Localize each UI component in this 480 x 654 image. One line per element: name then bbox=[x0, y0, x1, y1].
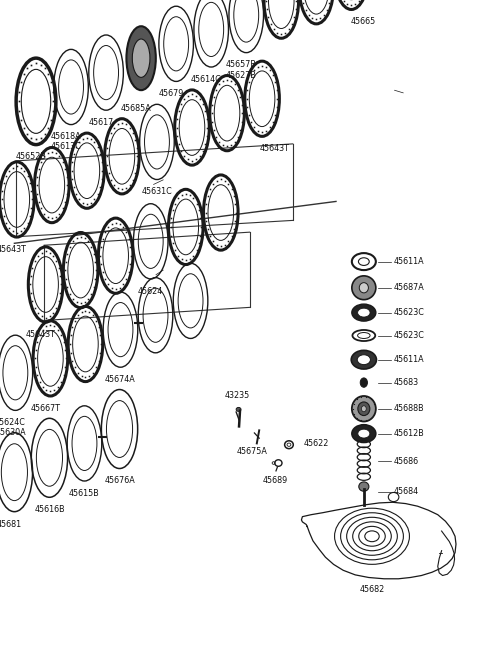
Text: 45643T: 45643T bbox=[259, 144, 289, 153]
Text: 45631C: 45631C bbox=[142, 187, 172, 196]
Text: 45652B: 45652B bbox=[16, 152, 47, 162]
Ellipse shape bbox=[360, 378, 368, 387]
Text: 45689: 45689 bbox=[263, 476, 288, 485]
Text: 45623C: 45623C bbox=[394, 308, 424, 317]
Text: 45616B: 45616B bbox=[34, 505, 65, 514]
Ellipse shape bbox=[236, 407, 241, 411]
Text: 45643T: 45643T bbox=[26, 330, 56, 339]
Ellipse shape bbox=[126, 26, 156, 90]
Text: 45685A: 45685A bbox=[121, 103, 152, 112]
Text: 45611A: 45611A bbox=[394, 355, 424, 364]
Ellipse shape bbox=[358, 402, 370, 415]
Ellipse shape bbox=[359, 283, 369, 293]
Ellipse shape bbox=[361, 405, 366, 412]
Text: 45665: 45665 bbox=[351, 17, 376, 26]
Text: 45681: 45681 bbox=[0, 519, 22, 528]
Ellipse shape bbox=[352, 276, 376, 300]
Text: 45679: 45679 bbox=[159, 89, 184, 98]
Ellipse shape bbox=[352, 424, 376, 443]
Text: 45686: 45686 bbox=[394, 456, 419, 466]
Text: 45667T: 45667T bbox=[31, 404, 60, 413]
Text: 45623C: 45623C bbox=[394, 331, 424, 340]
Text: 45622: 45622 bbox=[303, 439, 329, 448]
Text: 45682: 45682 bbox=[360, 585, 384, 594]
Text: 45683: 45683 bbox=[394, 378, 419, 387]
Ellipse shape bbox=[352, 304, 376, 321]
Text: 45611A: 45611A bbox=[394, 257, 424, 266]
Text: 45687A: 45687A bbox=[394, 283, 424, 292]
Text: 43235: 43235 bbox=[225, 391, 250, 400]
Ellipse shape bbox=[357, 354, 371, 365]
Text: 45657B
45627B: 45657B 45627B bbox=[226, 60, 257, 80]
Text: 45688B: 45688B bbox=[394, 404, 424, 413]
Ellipse shape bbox=[352, 396, 376, 421]
Text: 45624C
45630A: 45624C 45630A bbox=[0, 419, 26, 438]
Text: 45612B: 45612B bbox=[394, 429, 424, 438]
Ellipse shape bbox=[358, 308, 370, 317]
Text: 45675A: 45675A bbox=[237, 447, 268, 456]
Text: 45684: 45684 bbox=[394, 487, 419, 496]
Text: 45615B: 45615B bbox=[69, 489, 100, 498]
Ellipse shape bbox=[351, 351, 376, 369]
Text: 45624: 45624 bbox=[138, 286, 163, 296]
Ellipse shape bbox=[358, 429, 370, 438]
Text: 45674A: 45674A bbox=[105, 375, 136, 384]
Text: 45618A
45613C: 45618A 45613C bbox=[51, 133, 82, 152]
Text: 45617: 45617 bbox=[89, 118, 114, 127]
Text: 45676A: 45676A bbox=[104, 476, 135, 485]
Text: 45643T: 45643T bbox=[0, 245, 27, 254]
Text: 45614C: 45614C bbox=[191, 75, 222, 84]
Ellipse shape bbox=[359, 482, 369, 491]
Ellipse shape bbox=[132, 39, 150, 77]
